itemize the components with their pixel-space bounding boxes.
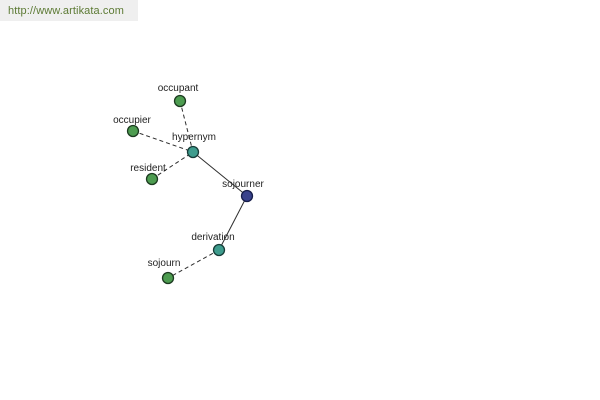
edge-hypernym-sojourner	[192, 151, 248, 197]
node-label-occupant: occupant	[158, 83, 199, 94]
node-label-sojourner: sojourner	[222, 179, 264, 190]
graph-node-resident[interactable]	[145, 172, 159, 186]
graph-node-occupier[interactable]	[126, 124, 140, 138]
graph-node-sojourner[interactable]	[240, 189, 254, 203]
edge-derivation-sojourn	[167, 249, 220, 279]
edge-sojourner-derivation	[218, 195, 248, 251]
node-label-sojourn: sojourn	[148, 258, 181, 269]
node-label-derivation: derivation	[191, 232, 234, 243]
url-bar: http://www.artikata.com	[0, 0, 138, 21]
url-text: http://www.artikata.com	[8, 4, 125, 17]
node-label-occupier: occupier	[113, 115, 151, 126]
edge-resident-hypernym	[151, 151, 194, 180]
node-label-resident: resident	[130, 163, 166, 174]
graph-node-occupant[interactable]	[173, 94, 187, 108]
graph-node-derivation[interactable]	[212, 243, 226, 257]
graph-node-sojourn[interactable]	[161, 271, 175, 285]
edge-occupant-hypernym	[179, 100, 194, 153]
node-label-hypernym: hypernym	[172, 132, 216, 143]
graph-node-hypernym[interactable]	[186, 145, 200, 159]
edge-occupier-hypernym	[132, 130, 194, 153]
